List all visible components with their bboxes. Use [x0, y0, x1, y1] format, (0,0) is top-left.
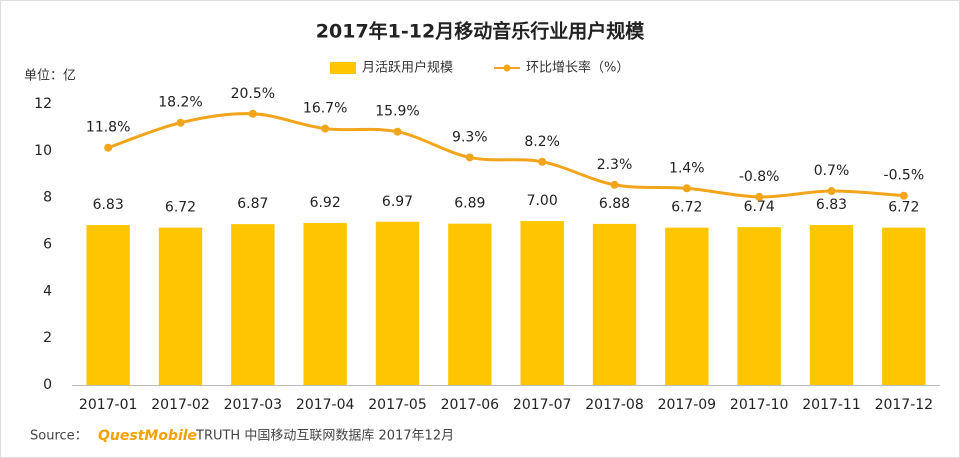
line — [107, 112, 904, 199]
line-value-label: 16.7% — [303, 101, 347, 117]
bar — [592, 223, 637, 385]
line-value-label: 20.5% — [231, 86, 275, 102]
line-value-label: 0.7% — [814, 163, 850, 179]
bar-value-label: 6.92 — [310, 195, 341, 211]
y-tick-label: 10 — [34, 143, 52, 159]
line-value-label: 2.3% — [597, 157, 633, 173]
line-point — [248, 109, 257, 118]
bar-value-label: 6.97 — [382, 194, 413, 210]
bar-value-label: 6.88 — [599, 196, 630, 212]
bar — [520, 221, 564, 385]
y-tick-label: 4 — [43, 283, 52, 299]
legend-swatch — [503, 64, 511, 72]
bar — [86, 225, 130, 385]
x-tick-label: 2017-01 — [79, 397, 138, 413]
source-label: Source： — [30, 429, 88, 444]
line-value-label: 11.8% — [86, 120, 130, 136]
line-point — [393, 127, 402, 136]
bar — [737, 227, 781, 385]
x-tick-label: 2017-04 — [296, 397, 355, 413]
legend-label: 月活跃用户规模 — [362, 60, 453, 76]
line-value-label: 9.3% — [452, 129, 488, 145]
bar-value-label: 6.72 — [671, 200, 702, 216]
y-tick-label: 6 — [43, 237, 52, 253]
bar-value-label: 6.72 — [888, 200, 919, 216]
x-tick-label: 2017-06 — [441, 397, 500, 413]
line-value-label: 8.2% — [524, 134, 560, 150]
legend-swatch — [330, 62, 356, 74]
x-tick-label: 2017-12 — [875, 397, 934, 413]
bar — [809, 225, 854, 385]
source-text: TRUTH 中国移动互联网数据库 2017年12月 — [195, 428, 454, 444]
x-tick-label: 2017-08 — [585, 397, 644, 413]
source-brand: QuestMobile — [98, 428, 197, 444]
legend-label: 环比增长率（%） — [526, 60, 629, 76]
y-axis-label: 单位：亿 — [24, 69, 76, 84]
bar — [375, 221, 420, 385]
y-tick-label: 0 — [43, 377, 52, 393]
bar-value-label: 7.00 — [527, 193, 558, 209]
bar — [158, 227, 203, 385]
line-value-label: -0.8% — [739, 169, 780, 185]
bar — [448, 223, 492, 385]
line-point — [321, 124, 330, 133]
x-tick-label: 2017-07 — [513, 397, 572, 413]
line-value-label: 18.2% — [158, 95, 202, 111]
line-point — [538, 157, 547, 166]
x-tick-label: 2017-10 — [730, 397, 789, 413]
line-value-label: 15.9% — [375, 104, 419, 120]
y-tick-label: 8 — [43, 190, 52, 206]
line-value-label: 1.4% — [669, 160, 705, 176]
x-tick-label: 2017-09 — [658, 397, 717, 413]
bar-value-label: 6.72 — [165, 200, 196, 216]
y-tick-label: 2 — [43, 330, 52, 346]
x-tick-label: 2017-05 — [368, 397, 427, 413]
chart-title: 2017年1-12月移动音乐行业用户规模 — [316, 20, 645, 43]
bar — [665, 227, 709, 385]
bar-value-label: 6.89 — [454, 196, 485, 212]
x-tick-label: 2017-02 — [151, 397, 210, 413]
line-point — [465, 153, 474, 162]
y-tick-label: 12 — [34, 96, 52, 112]
line-point — [104, 143, 113, 152]
bar-value-label: 6.83 — [93, 197, 124, 213]
bar-value-label: 6.83 — [816, 197, 847, 213]
bar-value-label: 6.87 — [237, 196, 268, 212]
x-tick-label: 2017-11 — [802, 397, 861, 413]
line-point — [610, 180, 619, 189]
x-tick-label: 2017-03 — [224, 397, 283, 413]
line-point — [682, 184, 691, 193]
line-point — [827, 187, 836, 196]
bar — [231, 224, 275, 385]
line-point — [755, 192, 764, 201]
line-point — [176, 118, 185, 127]
line-value-label: -0.5% — [884, 168, 925, 184]
bar-value-label: 6.74 — [744, 199, 775, 215]
bar — [303, 222, 347, 385]
bar — [882, 227, 926, 385]
line-point — [899, 191, 908, 200]
